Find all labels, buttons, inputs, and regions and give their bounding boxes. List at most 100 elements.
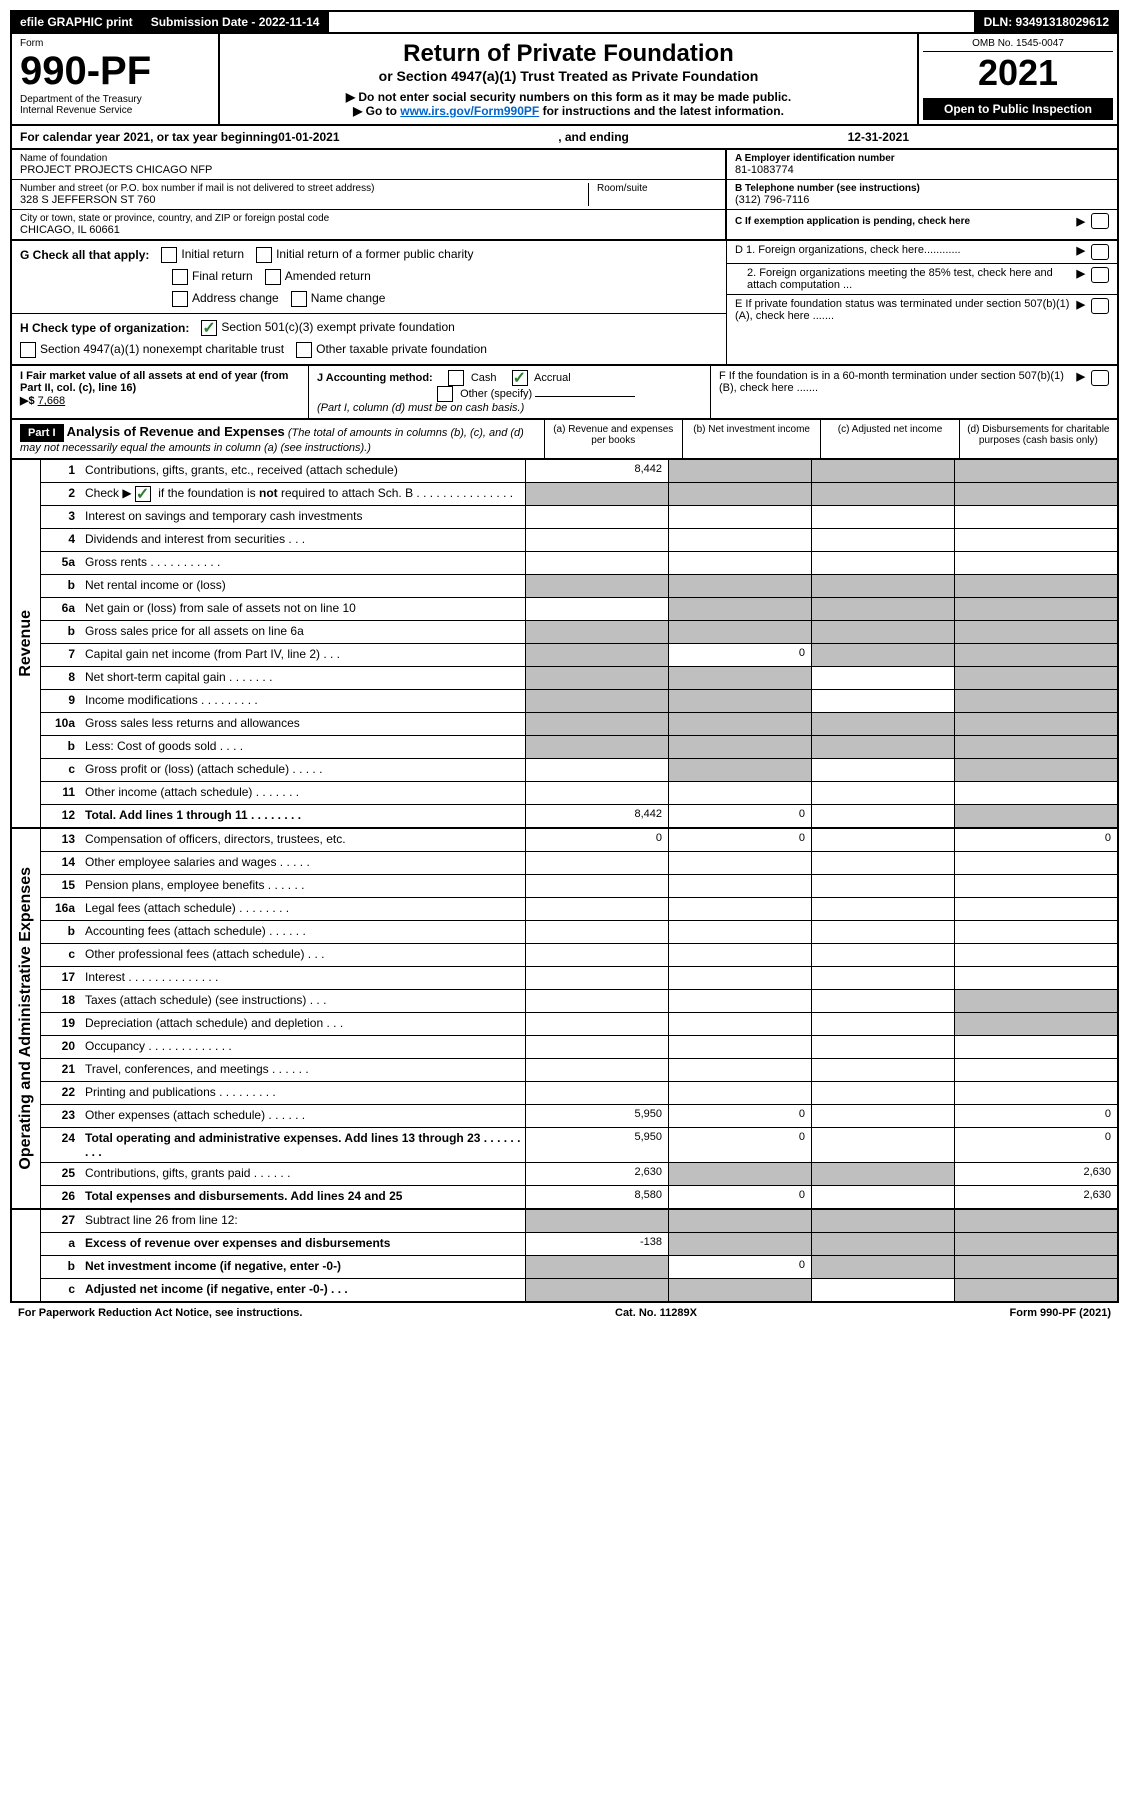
line-col-d bbox=[954, 944, 1117, 966]
line-col-d bbox=[954, 759, 1117, 781]
efile-label[interactable]: efile GRAPHIC print bbox=[12, 12, 143, 32]
line-desc: Other income (attach schedule) . . . . .… bbox=[81, 782, 525, 804]
line-col-a bbox=[525, 713, 668, 735]
line-col-d bbox=[954, 552, 1117, 574]
line-num: 25 bbox=[41, 1163, 81, 1185]
line-num: 8 bbox=[41, 667, 81, 689]
revenue-rows: 1Contributions, gifts, grants, etc., rec… bbox=[41, 460, 1117, 827]
note2-suffix: for instructions and the latest informat… bbox=[539, 104, 784, 118]
d1-checkbox[interactable] bbox=[1091, 244, 1109, 260]
line-num: 1 bbox=[41, 460, 81, 482]
line-desc: Other employee salaries and wages . . . … bbox=[81, 852, 525, 874]
line-col-d bbox=[954, 529, 1117, 551]
line-col-d bbox=[954, 1279, 1117, 1301]
g-initial[interactable]: Initial return bbox=[161, 247, 244, 263]
line-col-a: 8,442 bbox=[525, 805, 668, 827]
line-col-b bbox=[668, 759, 811, 781]
line-col-b bbox=[668, 875, 811, 897]
schb-checkbox[interactable] bbox=[135, 486, 151, 502]
j-other[interactable]: Other (specify) bbox=[437, 388, 532, 400]
line-num: 22 bbox=[41, 1082, 81, 1104]
e-checkbox[interactable] bbox=[1091, 298, 1109, 314]
line-col-a bbox=[525, 1210, 668, 1232]
note1: ▶ Do not enter social security numbers o… bbox=[226, 90, 911, 104]
line-desc: Compensation of officers, directors, tru… bbox=[81, 829, 525, 851]
expenses-table: Operating and Administrative Expenses 13… bbox=[10, 829, 1119, 1210]
j-accrual[interactable]: Accrual bbox=[512, 372, 571, 384]
line-col-c bbox=[811, 829, 954, 851]
g-initial-former[interactable]: Initial return of a former public charit… bbox=[256, 247, 473, 263]
foundation-addr: 328 S JEFFERSON ST 760 bbox=[20, 194, 580, 206]
calyear-spacer bbox=[909, 130, 1109, 144]
line-col-b bbox=[668, 1210, 811, 1232]
d2-checkbox[interactable] bbox=[1091, 267, 1109, 283]
g-address[interactable]: Address change bbox=[172, 291, 279, 307]
line-col-c bbox=[811, 1059, 954, 1081]
h-row: H Check type of organization: Section 50… bbox=[12, 314, 726, 342]
line-col-d bbox=[954, 805, 1117, 827]
form-link[interactable]: www.irs.gov/Form990PF bbox=[400, 104, 539, 118]
j-accrual-label: Accrual bbox=[534, 372, 571, 384]
line-col-b bbox=[668, 782, 811, 804]
table-row: 24Total operating and administrative exp… bbox=[41, 1128, 1117, 1163]
line-col-c bbox=[811, 1013, 954, 1035]
ein-label: A Employer identification number bbox=[735, 153, 1109, 164]
e-label: E If private foundation status was termi… bbox=[735, 298, 1071, 322]
line-col-b bbox=[668, 921, 811, 943]
h-label: H Check type of organization: bbox=[20, 321, 189, 335]
line-col-c bbox=[811, 944, 954, 966]
j-cash[interactable]: Cash bbox=[448, 372, 497, 384]
c-checkbox[interactable] bbox=[1091, 213, 1109, 229]
g-label: G Check all that apply: bbox=[20, 248, 149, 262]
line-num: 18 bbox=[41, 990, 81, 1012]
h-opt2[interactable]: Section 4947(a)(1) nonexempt charitable … bbox=[20, 342, 284, 358]
line-num: c bbox=[41, 1279, 81, 1301]
line-col-a bbox=[525, 506, 668, 528]
h-opt3[interactable]: Other taxable private foundation bbox=[296, 342, 487, 358]
ijf-row: I Fair market value of all assets at end… bbox=[10, 366, 1119, 420]
line-desc: Net short-term capital gain . . . . . . … bbox=[81, 667, 525, 689]
j-label: J Accounting method: bbox=[317, 372, 433, 384]
table-row: cAdjusted net income (if negative, enter… bbox=[41, 1279, 1117, 1301]
col-b-header: (b) Net investment income bbox=[682, 420, 820, 458]
line-col-c bbox=[811, 805, 954, 827]
g-left: G Check all that apply: Initial return I… bbox=[12, 241, 726, 364]
h-opt1[interactable]: Section 501(c)(3) exempt private foundat… bbox=[201, 320, 454, 336]
line-desc: Pension plans, employee benefits . . . .… bbox=[81, 875, 525, 897]
table-row: bAccounting fees (attach schedule) . . .… bbox=[41, 921, 1117, 944]
line-col-a: 8,580 bbox=[525, 1186, 668, 1208]
line-col-b bbox=[668, 1279, 811, 1301]
line-col-b bbox=[668, 967, 811, 989]
line-col-b bbox=[668, 667, 811, 689]
line-col-a bbox=[525, 875, 668, 897]
g-amended[interactable]: Amended return bbox=[265, 269, 371, 285]
room-cell: Room/suite bbox=[589, 183, 717, 206]
line-col-a bbox=[525, 483, 668, 505]
line-num: 3 bbox=[41, 506, 81, 528]
line-col-d bbox=[954, 1036, 1117, 1058]
line-col-a: 5,950 bbox=[525, 1128, 668, 1162]
calyear-mid: , and ending bbox=[340, 130, 848, 144]
table-row: 14Other employee salaries and wages . . … bbox=[41, 852, 1117, 875]
g-name[interactable]: Name change bbox=[291, 291, 386, 307]
line-col-d bbox=[954, 460, 1117, 482]
omb: OMB No. 1545-0047 bbox=[923, 38, 1113, 52]
line-num: 15 bbox=[41, 875, 81, 897]
line-col-a bbox=[525, 990, 668, 1012]
part1-title-cell: Part I Analysis of Revenue and Expenses … bbox=[12, 420, 544, 458]
line-col-d bbox=[954, 1210, 1117, 1232]
g-final[interactable]: Final return bbox=[172, 269, 253, 285]
f-checkbox[interactable] bbox=[1091, 370, 1109, 386]
submission-date: Submission Date - 2022-11-14 bbox=[143, 12, 330, 32]
g-h-container: G Check all that apply: Initial return I… bbox=[10, 241, 1119, 366]
line-col-c bbox=[811, 506, 954, 528]
table-row: aExcess of revenue over expenses and dis… bbox=[41, 1233, 1117, 1256]
revenue-table: Revenue 1Contributions, gifts, grants, e… bbox=[10, 460, 1119, 829]
line-col-c bbox=[811, 598, 954, 620]
line-col-a: 8,442 bbox=[525, 460, 668, 482]
line-num: 20 bbox=[41, 1036, 81, 1058]
line-col-d: 2,630 bbox=[954, 1186, 1117, 1208]
foundation-phone: (312) 796-7116 bbox=[735, 194, 1109, 206]
line-col-c bbox=[811, 1105, 954, 1127]
header-left: Form 990-PF Department of the Treasury I… bbox=[12, 34, 220, 124]
